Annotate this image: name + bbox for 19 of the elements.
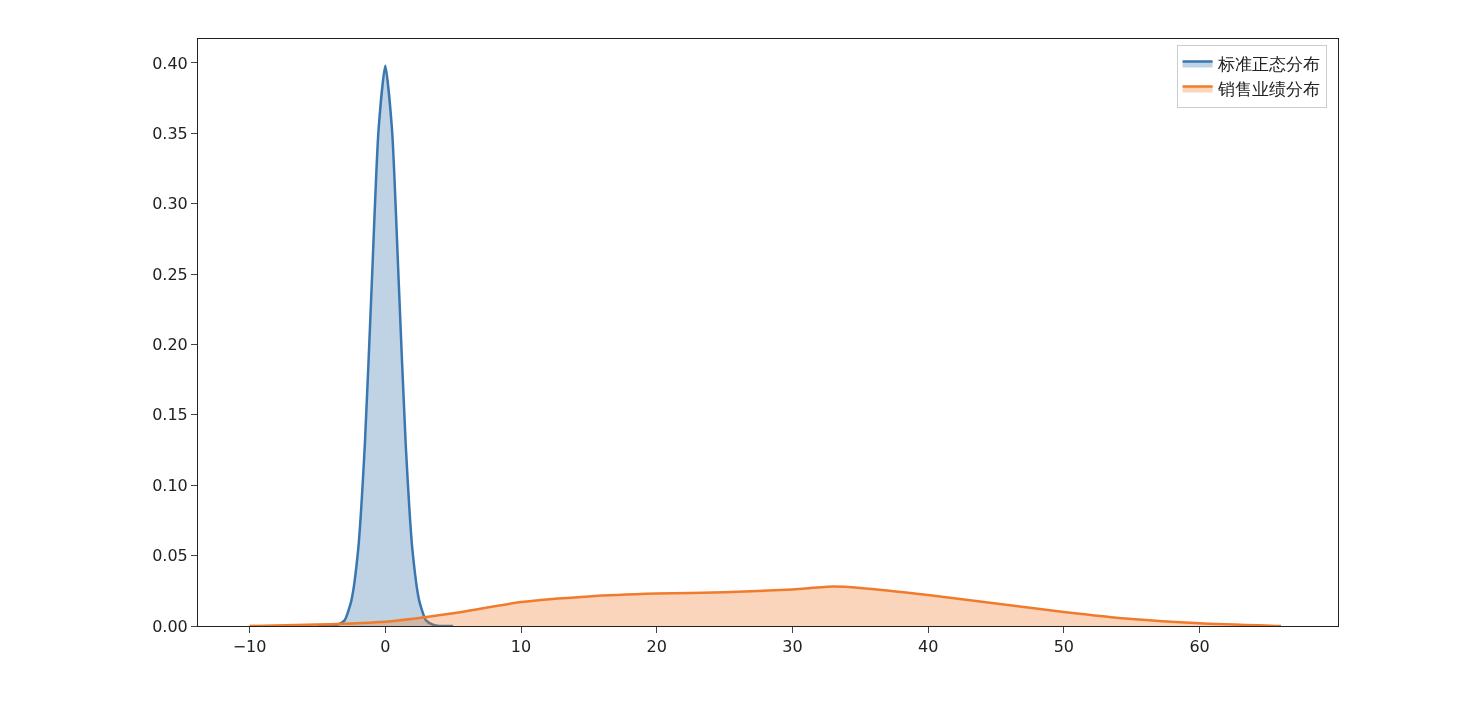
x-tick-label: −10 bbox=[232, 637, 267, 657]
legend-label: 标准正态分布 bbox=[1216, 54, 1320, 75]
x-tick-label: 10 bbox=[510, 637, 532, 657]
y-tick-label: 0.20 bbox=[152, 335, 188, 355]
y-tick-label: 0.10 bbox=[152, 475, 188, 495]
y-tick-label: 0.40 bbox=[152, 53, 188, 73]
y-tick-label: 0.00 bbox=[152, 616, 188, 636]
x-tick-label: 0 bbox=[380, 637, 391, 657]
y-tick-label: 0.25 bbox=[152, 264, 188, 284]
y-tick-label: 0.15 bbox=[152, 405, 188, 425]
x-tick-label: 30 bbox=[782, 637, 803, 657]
x-tick-label: 20 bbox=[646, 637, 667, 657]
x-tick-label: 60 bbox=[1189, 637, 1210, 657]
y-tick-label: 0.35 bbox=[152, 123, 188, 143]
y-tick-label: 0.05 bbox=[152, 546, 188, 566]
x-tick-label: 40 bbox=[917, 637, 939, 657]
x-tick-label: 50 bbox=[1053, 637, 1075, 657]
y-tick-label: 0.30 bbox=[152, 194, 188, 214]
legend-label: 销售业绩分布 bbox=[1216, 79, 1320, 100]
